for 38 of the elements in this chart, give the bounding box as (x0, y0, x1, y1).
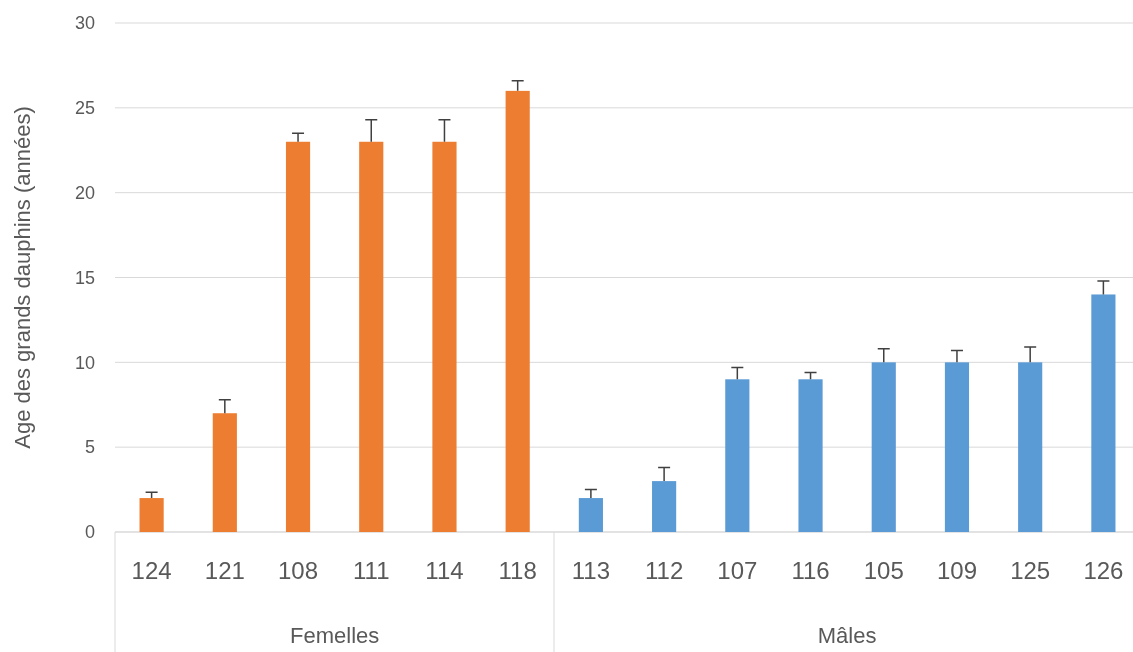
bar (1018, 362, 1043, 532)
bar (652, 481, 677, 532)
bar (285, 141, 311, 532)
y-tick-label: 15 (74, 267, 95, 288)
x-tick-label: 109 (936, 557, 977, 585)
x-tick-label: 125 (1010, 557, 1051, 585)
bar (212, 413, 237, 532)
bar (578, 498, 603, 532)
bar (432, 141, 457, 532)
bar (139, 498, 164, 532)
y-tick-label: 10 (74, 352, 95, 373)
y-tick-label: 5 (84, 437, 95, 458)
x-tick-label: 121 (204, 557, 245, 585)
x-tick-label: 105 (863, 557, 904, 585)
bar (871, 362, 896, 532)
y-tick-label: 20 (74, 182, 95, 203)
bar (359, 141, 384, 532)
text: Mâles (817, 623, 877, 648)
x-tick-label: 114 (425, 557, 464, 585)
x-tick-label: 124 (131, 557, 172, 585)
y-tick-label: 30 (74, 13, 95, 34)
bar (944, 362, 970, 532)
y-tick-label: 0 (84, 522, 95, 543)
bar (725, 379, 750, 532)
x-tick-label: 112 (644, 557, 684, 585)
x-tick-label: 126 (1083, 557, 1124, 585)
x-tick-label: 108 (278, 557, 319, 585)
x-tick-label: 116 (791, 557, 830, 585)
x-tick-label: 118 (498, 557, 537, 585)
x-tick-label: 113 (571, 557, 611, 585)
bar (1091, 294, 1116, 532)
bar (505, 90, 530, 532)
x-tick-label: 111 (353, 557, 390, 585)
y-tick-label: 25 (74, 98, 95, 119)
y-axis-title: Age des grands dauphins (années) (10, 106, 35, 449)
text: Femelles (290, 623, 380, 648)
bar (798, 379, 823, 532)
x-tick-label: 107 (717, 557, 758, 585)
